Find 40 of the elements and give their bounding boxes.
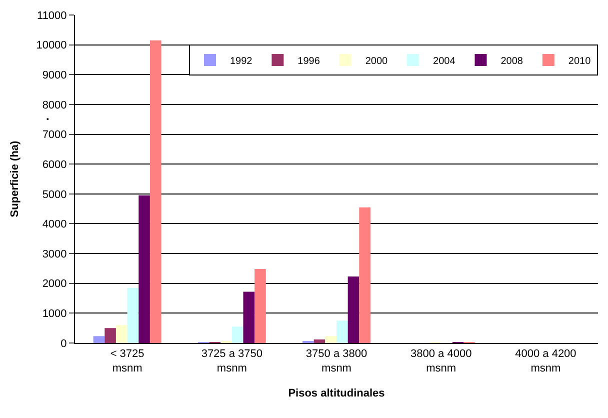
bar xyxy=(348,276,360,343)
y-tick-label: 4000 xyxy=(42,218,67,231)
bar xyxy=(127,288,139,343)
y-tick-label: 2000 xyxy=(42,278,67,290)
legend-label: 2010 xyxy=(568,56,592,67)
bar xyxy=(116,325,128,343)
y-tick-label: 0 xyxy=(60,338,67,350)
bar xyxy=(336,320,348,343)
bar xyxy=(232,326,244,343)
bar xyxy=(104,328,116,343)
x-tick-label: 3725 a 3750 msnm xyxy=(201,348,262,374)
legend-label: 2008 xyxy=(500,56,524,67)
text: . xyxy=(46,109,50,123)
y-tick-label: 5000 xyxy=(42,188,67,201)
y-tick-label: 11000 xyxy=(37,10,67,22)
bar xyxy=(325,336,336,343)
legend-label: 1992 xyxy=(230,56,253,67)
y-tick-label: 10000 xyxy=(36,40,67,52)
x-tick-label: 3800 a 4000 msnm xyxy=(410,348,472,374)
legend-label: 1996 xyxy=(298,56,320,67)
y-tick-label: 3000 xyxy=(42,248,67,260)
x-axis-title: Pisos altitudinales xyxy=(288,388,385,400)
bar xyxy=(314,339,326,343)
bar xyxy=(93,336,105,343)
x-tick-label: 3750 a 3800 msnm xyxy=(306,348,368,374)
y-tick-label: 8000 xyxy=(42,99,67,112)
y-tick-label: 7000 xyxy=(42,129,67,142)
bar xyxy=(254,269,266,343)
x-tick-label: 4000 a 4200 msnm xyxy=(515,348,576,374)
bar xyxy=(359,207,370,343)
legend-label: 2004 xyxy=(433,56,456,67)
y-tick-label: 6000 xyxy=(42,158,67,171)
y-axis-title: Superficie (ha) xyxy=(8,140,21,218)
bar xyxy=(243,292,255,343)
y-tick-label: 9000 xyxy=(42,69,67,82)
legend-label: 2000 xyxy=(365,56,388,67)
x-tick-label: < 3725 msnm xyxy=(110,348,144,374)
y-tick-label: 1000 xyxy=(42,308,67,320)
bar xyxy=(150,40,162,343)
bar xyxy=(138,195,150,343)
